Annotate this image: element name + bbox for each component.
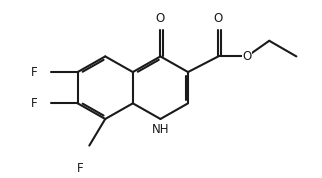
Text: NH: NH bbox=[152, 123, 169, 136]
Text: O: O bbox=[242, 50, 251, 63]
Text: O: O bbox=[214, 12, 223, 25]
Text: F: F bbox=[30, 97, 37, 110]
Text: F: F bbox=[30, 66, 37, 78]
Text: O: O bbox=[156, 12, 165, 25]
Text: F: F bbox=[76, 161, 83, 174]
